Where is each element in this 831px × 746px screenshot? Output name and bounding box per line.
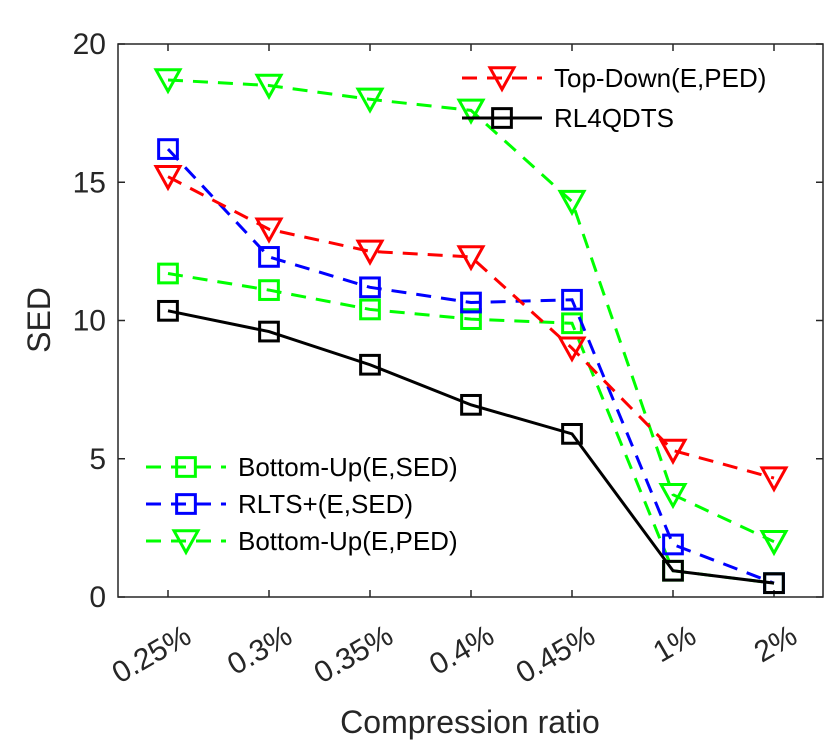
y-tick-label: 10 xyxy=(73,305,106,338)
series-line xyxy=(167,309,775,585)
data-point xyxy=(157,138,179,160)
legend-entry: Bottom-Up(E,PED) xyxy=(146,526,458,556)
legend-label: RL4QDTS xyxy=(554,103,674,133)
data-point xyxy=(359,353,381,376)
x-tick-label: 0.4% xyxy=(424,619,500,682)
axes: 0 5 10 15 20 0.25% 0.3% 0.35% 0.4% 0.45% 1% 2% xyxy=(73,28,824,690)
legend-label: Bottom-Up(E,PED) xyxy=(238,526,458,556)
data-point xyxy=(662,559,684,582)
legend-marker xyxy=(175,493,197,515)
data-point xyxy=(355,87,385,114)
data-point xyxy=(157,299,179,322)
legend-marker xyxy=(491,107,513,129)
series-layer xyxy=(153,68,789,595)
series-RLTS+(E,SED) xyxy=(157,138,785,595)
legend-label: Bottom-Up(E,SED) xyxy=(238,452,458,482)
legend-entry: RLTS+(E,SED) xyxy=(146,489,413,519)
data-point xyxy=(359,298,381,321)
y-tick-label: 15 xyxy=(73,166,106,199)
data-point xyxy=(460,393,482,416)
data-point xyxy=(254,73,284,100)
data-point xyxy=(153,68,183,95)
legend-marker xyxy=(487,66,517,93)
data-point xyxy=(561,288,583,311)
legend-label: RLTS+(E,SED) xyxy=(238,489,413,519)
x-tick-label: 0.35% xyxy=(309,619,399,690)
x-tick-label: 0.25% xyxy=(107,619,197,690)
x-tick-label: 0.3% xyxy=(222,619,298,682)
data-point xyxy=(258,320,280,343)
series-line xyxy=(167,78,775,544)
data-point xyxy=(460,291,482,314)
legend-entry: Top-Down(E,PED) xyxy=(462,63,766,93)
data-point xyxy=(460,308,482,330)
data-point xyxy=(153,165,183,192)
data-point xyxy=(759,530,789,557)
data-point xyxy=(658,438,688,465)
series-Top-Down(E,PED) xyxy=(153,165,789,493)
series-line xyxy=(166,148,775,585)
legend-layer: Top-Down(E,PED) RL4QDTS Bottom-Up(E,SED) RL… xyxy=(146,63,766,556)
x-tick-label: 1% xyxy=(648,619,702,669)
data-point xyxy=(763,572,785,595)
data-point xyxy=(258,246,280,268)
y-tick-label: 5 xyxy=(89,443,106,476)
y-tick-label: 20 xyxy=(73,28,106,61)
data-point xyxy=(258,279,280,301)
data-point xyxy=(456,245,486,272)
series-Bottom-Up(E,PED) xyxy=(153,68,789,557)
legend-entry: Bottom-Up(E,SED) xyxy=(146,452,458,482)
data-point xyxy=(557,336,587,363)
data-point xyxy=(359,276,381,299)
series-RL4QDTS xyxy=(157,299,785,595)
data-point xyxy=(157,262,179,285)
x-tick-label: 2% xyxy=(749,619,803,669)
data-point xyxy=(759,466,789,493)
legend-marker xyxy=(171,529,201,556)
data-point xyxy=(561,423,583,445)
x-axis-title: Compression ratio xyxy=(340,704,600,740)
data-point xyxy=(254,217,284,244)
y-axis-title: SED xyxy=(21,287,57,353)
series-line xyxy=(167,175,775,480)
data-point xyxy=(456,98,486,125)
data-point xyxy=(557,189,587,217)
data-point xyxy=(658,482,688,510)
x-tick-label: 0.45% xyxy=(511,619,601,690)
y-tick-label: 0 xyxy=(89,581,106,614)
legend-entry: RL4QDTS xyxy=(462,103,674,133)
legend-label: Top-Down(E,PED) xyxy=(554,63,766,93)
legend-marker xyxy=(175,456,197,478)
data-point xyxy=(355,239,385,266)
data-point xyxy=(662,533,684,556)
